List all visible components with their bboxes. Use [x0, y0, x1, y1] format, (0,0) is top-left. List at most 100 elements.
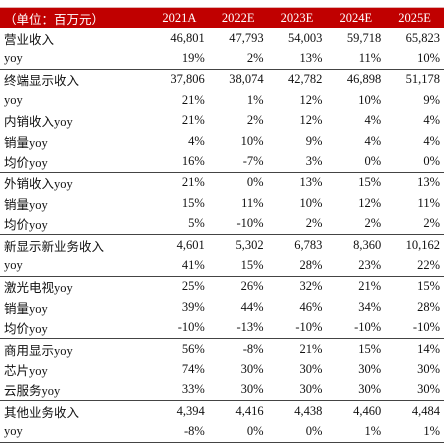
value-cell: 46,801: [170, 30, 205, 45]
value-cell: 21%: [181, 175, 205, 190]
value-cell: 5,302: [235, 237, 264, 252]
value-cell: 34%: [358, 299, 382, 314]
value-cell: 1%: [326, 421, 386, 443]
value-cell: 30%: [240, 361, 264, 376]
table-row: 均价yoy 16% -7% 3% 0% 0%: [0, 151, 444, 173]
value-cell: 4%: [364, 113, 382, 128]
row-label: 营业收入: [4, 32, 55, 47]
row-label: yoy: [4, 92, 23, 107]
row-label: 均价yoy: [0, 213, 150, 235]
value-cell: 3%: [267, 151, 327, 173]
header-cell: 2022E: [208, 8, 268, 28]
value-cell: 13%: [267, 48, 327, 70]
value-cell: -10%: [385, 317, 444, 339]
value-cell: 41%: [150, 255, 209, 277]
value-cell: 44%: [240, 299, 264, 314]
value-cell: 0%: [385, 151, 444, 173]
value-cell: 2%: [385, 213, 444, 235]
value-cell: 15%: [208, 255, 268, 277]
value-cell: 23%: [326, 255, 386, 277]
value-cell: 11%: [417, 195, 440, 210]
value-cell: -8%: [150, 421, 209, 443]
value-cell: 19%: [150, 48, 209, 70]
top-strip: [0, 0, 444, 8]
table-row: 激光电视yoy 25% 26% 32% 21% 15%: [0, 276, 444, 297]
value-cell: -10%: [326, 317, 386, 339]
value-cell: 4%: [188, 133, 205, 148]
value-cell: 8,360: [353, 237, 382, 252]
value-cell: 32%: [299, 279, 323, 294]
value-cell: 4,438: [294, 403, 323, 418]
table-row: 其他业务收入 4,394 4,416 4,438 4,460 4,484: [0, 401, 444, 422]
row-label: 云服务yoy: [0, 379, 150, 402]
value-cell: 4,460: [353, 403, 382, 418]
value-cell: 5%: [150, 213, 209, 235]
row-label: 销量yoy: [4, 197, 48, 212]
value-cell: 4%: [423, 113, 440, 128]
value-cell: 10%: [385, 48, 444, 70]
value-cell: 46,898: [346, 72, 382, 87]
value-cell: -13%: [208, 317, 268, 339]
value-cell: 10%: [299, 195, 323, 210]
value-cell: 2%: [208, 48, 268, 70]
value-cell: 59,718: [346, 30, 382, 45]
value-cell: 4,394: [176, 403, 205, 418]
value-cell: 4%: [364, 133, 382, 148]
table-row: 商用显示yoy 56% -8% 21% 15% 14%: [0, 338, 444, 359]
value-cell: 65,823: [405, 30, 440, 45]
row-label: 其他业务收入: [4, 405, 80, 420]
value-cell: 28%: [417, 299, 440, 314]
value-cell: 4%: [423, 133, 440, 148]
header-cell: （单位：百万元）: [0, 8, 150, 28]
value-cell: 21%: [299, 341, 323, 356]
header-cell: 2024E: [326, 8, 386, 28]
table-row: yoy -8% 0% 0% 1% 1%: [0, 421, 444, 443]
row-label: 新显示新业务收入: [4, 239, 105, 254]
value-cell: 0%: [326, 151, 386, 173]
value-cell: 21%: [181, 92, 205, 107]
value-cell: 21%: [181, 113, 205, 128]
value-cell: 2%: [326, 213, 386, 235]
row-label: 均价yoy: [0, 151, 150, 173]
row-label: 均价yoy: [0, 317, 150, 339]
value-cell: 21%: [358, 279, 382, 294]
table-row: 均价yoy 5% -10% 2% 2% 2%: [0, 213, 444, 235]
row-label: 外销收入yoy: [4, 177, 73, 192]
value-cell: 12%: [358, 195, 382, 210]
value-cell: 22%: [385, 255, 444, 277]
value-cell: 9%: [423, 92, 440, 107]
value-cell: 30%: [358, 361, 382, 376]
value-cell: 30%: [326, 379, 386, 402]
value-cell: 54,003: [288, 30, 323, 45]
value-cell: 11%: [241, 195, 264, 210]
value-cell: 28%: [267, 255, 327, 277]
table-row: yoy 19% 2% 13% 11% 10%: [0, 48, 444, 70]
value-cell: 15%: [358, 175, 382, 190]
value-cell: 30%: [417, 361, 440, 376]
value-cell: 16%: [150, 151, 209, 173]
row-label: 终端显示收入: [4, 74, 80, 89]
value-cell: -7%: [208, 151, 268, 173]
table-row: 终端显示收入 37,806 38,074 42,782 46,898 51,178: [0, 69, 444, 90]
value-cell: 12%: [299, 92, 323, 107]
value-cell: 12%: [299, 113, 323, 128]
value-cell: 0%: [246, 175, 264, 190]
value-cell: 1%: [246, 92, 264, 107]
value-cell: 10,162: [405, 237, 440, 252]
value-cell: 15%: [417, 279, 440, 294]
header-cell: 2025E: [385, 8, 444, 28]
row-label: yoy: [0, 421, 150, 443]
row-label: 销量yoy: [4, 135, 48, 150]
value-cell: 13%: [417, 175, 440, 190]
value-cell: 2%: [246, 113, 264, 128]
value-cell: 2%: [267, 213, 327, 235]
header-row: （单位：百万元） 2021A 2022E 2023E 2024E 2025E: [0, 8, 444, 28]
value-cell: 11%: [326, 48, 386, 70]
header-cell: 2023E: [267, 8, 327, 28]
value-cell: -8%: [242, 341, 264, 356]
value-cell: 26%: [240, 279, 264, 294]
value-cell: 42,782: [288, 72, 323, 87]
row-label: 激光电视yoy: [4, 281, 73, 296]
value-cell: 37,806: [170, 72, 205, 87]
